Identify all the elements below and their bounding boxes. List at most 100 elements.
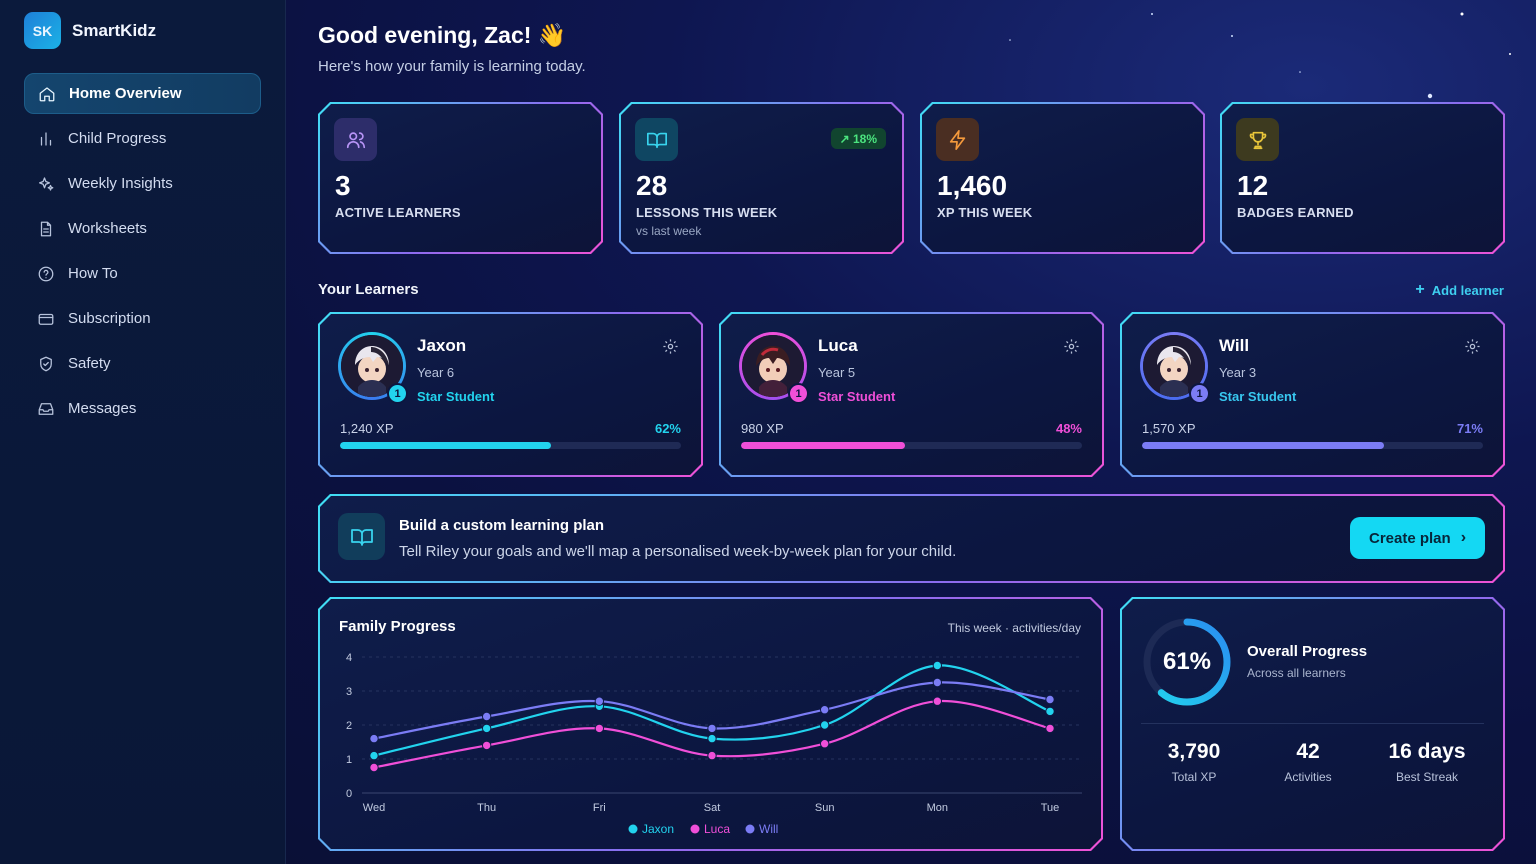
sidebar-item-weekly-insights[interactable]: Weekly Insights (24, 163, 261, 204)
trophy-icon (1236, 118, 1279, 161)
brand-name: SmartKidz (72, 20, 157, 40)
learner-year: Year 5 (818, 365, 856, 380)
stat-label: Total XP (1171, 770, 1217, 784)
page-subtitle: Here's how your family is learning today… (318, 58, 586, 75)
legend-label-luca: Luca (704, 822, 730, 836)
book-icon (338, 513, 385, 560)
sidebar-item-safety[interactable]: Safety (24, 343, 261, 384)
create-plan-button[interactable]: Create plan › (1350, 517, 1485, 559)
stat-value: 1,460 (937, 170, 1008, 201)
sidebar-item-worksheets[interactable]: Worksheets (24, 208, 261, 249)
sidebar-item-how-to[interactable]: How To (24, 253, 261, 294)
sidebar-item-label: Home Overview (69, 85, 182, 102)
sidebar-item-messages[interactable]: Messages (24, 388, 261, 429)
gear-icon[interactable] (662, 338, 679, 355)
stat-label: Best Streak (1395, 770, 1459, 784)
data-point-will (370, 734, 378, 742)
data-point-will (933, 678, 941, 686)
plus-icon: + (1415, 281, 1425, 298)
stat-card-active-learners: 3 ACTIVE LEARNERS (318, 102, 603, 254)
y-tick-label: 2 (346, 720, 352, 732)
x-tick-label: Mon (927, 802, 948, 814)
stat-label: ACTIVE LEARNERS (335, 205, 461, 220)
learner-name: Will (1219, 336, 1250, 355)
x-tick-label: Sat (704, 802, 721, 814)
add-learner-label: Add learner (1431, 282, 1504, 298)
create-plan-label: Create plan (1368, 529, 1451, 547)
home-icon (39, 86, 55, 101)
stat-card-xp: 1,460 XP THIS WEEK (920, 102, 1205, 254)
avatar: 1 (338, 332, 406, 400)
legend-label-jaxon: Jaxon (642, 822, 674, 836)
stat-label: LESSONS THIS WEEK (636, 205, 778, 220)
progress-bar-fill (340, 442, 551, 449)
data-point-will (1046, 695, 1054, 703)
sidebar-nav: Home Overview Child Progress Weekly Insi… (24, 73, 261, 433)
sidebar-item-label: Child Progress (68, 130, 167, 147)
learner-rank: Star Student (818, 389, 896, 404)
sidebar: SK SmartKidz Home Overview Child Progres… (0, 0, 286, 864)
data-point-luca (820, 740, 828, 748)
brand-logo: SK (24, 12, 61, 49)
stat-value: 16 days (1388, 740, 1466, 763)
sidebar-item-child-progress[interactable]: Child Progress (24, 118, 261, 159)
add-learner-button[interactable]: + Add learner (1415, 282, 1504, 298)
data-point-luca (708, 751, 716, 759)
sidebar-item-home-overview[interactable]: Home Overview (24, 73, 261, 114)
trend-badge: ↗ 18% (831, 128, 886, 149)
section-title-learners: Your Learners (318, 281, 419, 298)
bar-chart-icon (40, 131, 52, 146)
learner-percent: 71% (1456, 421, 1483, 436)
page-title: Good evening, Zac! 👋 (318, 22, 567, 48)
divider (1141, 723, 1484, 724)
data-point-luca (370, 763, 378, 771)
learner-year: Year 3 (1219, 365, 1257, 380)
avatar: 1 (739, 332, 807, 400)
sidebar-item-label: Subscription (68, 310, 151, 327)
data-point-luca (482, 741, 490, 749)
data-point-jaxon (933, 661, 941, 669)
sidebar-item-label: How To (68, 265, 118, 282)
stat-label: XP THIS WEEK (937, 205, 1033, 220)
family-progress-chart: 0 1 2 3 4 Wed Thu Fri Sat Sun Mon Tue Jaxon Luca Will (320, 599, 1101, 849)
progress-bar (1142, 442, 1483, 449)
ring-arc (1147, 622, 1227, 702)
learner-card-luca[interactable]: 1 Luca Year 5 Star Student 980 XP 48% (719, 312, 1104, 477)
data-point-will (595, 697, 603, 705)
progress-bar-fill (1142, 442, 1384, 449)
sidebar-item-label: Safety (68, 355, 111, 372)
brand[interactable]: SK SmartKidz (24, 12, 156, 49)
data-point-will (482, 712, 490, 720)
book-icon (635, 118, 678, 161)
y-tick-label: 4 (346, 652, 352, 664)
sidebar-item-subscription[interactable]: Subscription (24, 298, 261, 339)
stat-card-lessons: ↗ 18% 28 LESSONS THIS WEEK vs last week (619, 102, 904, 254)
learner-rank: Star Student (1219, 389, 1297, 404)
gear-icon[interactable] (1063, 338, 1080, 355)
y-tick-label: 3 (346, 686, 352, 698)
stat-card-badges: 12 BADGES EARNED (1220, 102, 1505, 254)
legend-marker-luca (691, 825, 700, 834)
legend-marker-will (746, 825, 755, 834)
lightning-icon (936, 118, 979, 161)
learner-card-jaxon[interactable]: 1 Jaxon Year 6 Star Student 1,240 XP 62% (318, 312, 703, 477)
gear-icon[interactable] (1464, 338, 1481, 355)
learner-card-will[interactable]: 1 Will Year 3 Star Student 1,570 XP 71% (1120, 312, 1505, 477)
inbox-icon (38, 402, 54, 415)
learner-xp: 1,240 XP (340, 421, 394, 436)
learner-rank: Star Student (417, 389, 495, 404)
stat-label: Activities (1284, 770, 1332, 784)
x-tick-label: Fri (593, 802, 606, 814)
data-point-jaxon (1046, 707, 1054, 715)
stat-value: 28 (636, 170, 668, 201)
overall-percent: 61% (1162, 648, 1212, 675)
learner-year: Year 6 (417, 365, 455, 380)
data-point-will (820, 706, 828, 714)
family-progress-card: Family Progress This week · activities/d… (318, 597, 1103, 851)
stat-label: BADGES EARNED (1237, 205, 1354, 220)
users-icon (334, 118, 377, 161)
data-point-jaxon (820, 721, 828, 729)
plan-description: Tell Riley your goals and we'll map a pe… (399, 543, 957, 560)
avatar: 1 (1140, 332, 1208, 400)
credit-card-icon (38, 313, 54, 325)
